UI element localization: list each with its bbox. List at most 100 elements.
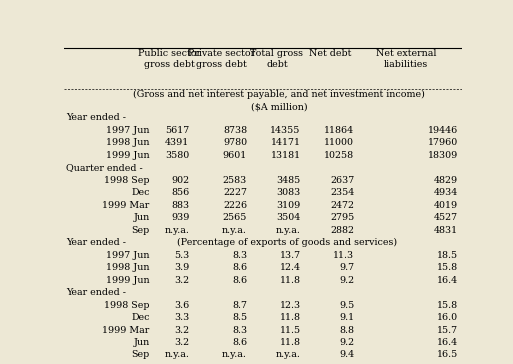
Text: 1998 Sep: 1998 Sep: [104, 176, 150, 185]
Text: 11.8: 11.8: [280, 276, 301, 285]
Text: 4831: 4831: [433, 226, 458, 235]
Text: n.y.a.: n.y.a.: [165, 351, 189, 359]
Text: 12.4: 12.4: [280, 263, 301, 272]
Text: 2472: 2472: [330, 201, 354, 210]
Text: 8.6: 8.6: [232, 276, 247, 285]
Text: n.y.a.: n.y.a.: [276, 226, 301, 235]
Text: 1998 Sep: 1998 Sep: [104, 301, 150, 309]
Text: Jun: Jun: [133, 338, 150, 347]
Text: 3580: 3580: [165, 151, 189, 160]
Text: ($A million): ($A million): [250, 102, 307, 111]
Text: 4391: 4391: [165, 138, 189, 147]
Text: 883: 883: [171, 201, 189, 210]
Text: 9.1: 9.1: [339, 313, 354, 322]
Text: 9601: 9601: [223, 151, 247, 160]
Text: 9.4: 9.4: [339, 351, 354, 359]
Text: (Gross and net interest payable, and net investment income): (Gross and net interest payable, and net…: [133, 90, 425, 99]
Text: 9.7: 9.7: [339, 263, 354, 272]
Text: Sep: Sep: [131, 226, 150, 235]
Text: 8.3: 8.3: [232, 325, 247, 335]
Text: n.y.a.: n.y.a.: [165, 226, 189, 235]
Text: 11.5: 11.5: [280, 325, 301, 335]
Text: 11.3: 11.3: [333, 251, 354, 260]
Text: Sep: Sep: [131, 351, 150, 359]
Text: 9.2: 9.2: [339, 276, 354, 285]
Text: 939: 939: [171, 213, 189, 222]
Text: 15.8: 15.8: [437, 263, 458, 272]
Text: 1999 Jun: 1999 Jun: [106, 151, 150, 160]
Text: 19446: 19446: [427, 126, 458, 135]
Text: 8.6: 8.6: [232, 263, 247, 272]
Text: 14355: 14355: [270, 126, 301, 135]
Text: 2354: 2354: [330, 188, 354, 197]
Text: Net debt: Net debt: [309, 49, 352, 58]
Text: Dec: Dec: [131, 313, 150, 322]
Text: 3.2: 3.2: [174, 325, 189, 335]
Text: 4019: 4019: [433, 201, 458, 210]
Text: 9780: 9780: [223, 138, 247, 147]
Text: 11000: 11000: [324, 138, 354, 147]
Text: 1999 Jun: 1999 Jun: [106, 276, 150, 285]
Text: 17960: 17960: [427, 138, 458, 147]
Text: 11.8: 11.8: [280, 313, 301, 322]
Text: 3.2: 3.2: [174, 276, 189, 285]
Text: 8738: 8738: [223, 126, 247, 135]
Text: 11.8: 11.8: [280, 338, 301, 347]
Text: 4527: 4527: [433, 213, 458, 222]
Text: 8.3: 8.3: [232, 251, 247, 260]
Text: 10258: 10258: [324, 151, 354, 160]
Text: 3504: 3504: [277, 213, 301, 222]
Text: 8.8: 8.8: [340, 325, 354, 335]
Text: Jun: Jun: [133, 213, 150, 222]
Text: 3.9: 3.9: [174, 263, 189, 272]
Text: 5617: 5617: [165, 126, 189, 135]
Text: 16.0: 16.0: [437, 313, 458, 322]
Text: 3485: 3485: [277, 176, 301, 185]
Text: 2795: 2795: [330, 213, 354, 222]
Text: 902: 902: [171, 176, 189, 185]
Text: 9.2: 9.2: [339, 338, 354, 347]
Text: 13181: 13181: [270, 151, 301, 160]
Text: Net external
liabilities: Net external liabilities: [376, 49, 436, 70]
Text: 12.3: 12.3: [280, 301, 301, 309]
Text: 15.7: 15.7: [437, 325, 458, 335]
Text: 1998 Jun: 1998 Jun: [106, 263, 150, 272]
Text: n.y.a.: n.y.a.: [276, 351, 301, 359]
Text: 18309: 18309: [427, 151, 458, 160]
Text: n.y.a.: n.y.a.: [222, 226, 247, 235]
Text: 2565: 2565: [223, 213, 247, 222]
Text: 2226: 2226: [223, 201, 247, 210]
Text: Year ended -: Year ended -: [66, 288, 126, 297]
Text: 3083: 3083: [277, 188, 301, 197]
Text: 8.5: 8.5: [232, 313, 247, 322]
Text: 1999 Mar: 1999 Mar: [103, 325, 150, 335]
Text: Public sector
gross debt: Public sector gross debt: [138, 49, 201, 70]
Text: 5.3: 5.3: [174, 251, 189, 260]
Text: 16.4: 16.4: [437, 338, 458, 347]
Text: 3.2: 3.2: [174, 338, 189, 347]
Text: 8.6: 8.6: [232, 338, 247, 347]
Text: 18.5: 18.5: [437, 251, 458, 260]
Text: 2583: 2583: [223, 176, 247, 185]
Text: 4829: 4829: [433, 176, 458, 185]
Text: Year ended -: Year ended -: [66, 114, 126, 122]
Text: Private sector
gross debt: Private sector gross debt: [188, 49, 255, 70]
Text: 1997 Jun: 1997 Jun: [106, 126, 150, 135]
Text: Total gross
debt: Total gross debt: [250, 49, 303, 70]
Text: 15.8: 15.8: [437, 301, 458, 309]
Text: Year ended -: Year ended -: [66, 238, 126, 247]
Text: (Percentage of exports of goods and services): (Percentage of exports of goods and serv…: [176, 238, 397, 247]
Text: 3109: 3109: [277, 201, 301, 210]
Text: 4934: 4934: [433, 188, 458, 197]
Text: 856: 856: [171, 188, 189, 197]
Text: Dec: Dec: [131, 188, 150, 197]
Text: 2882: 2882: [330, 226, 354, 235]
Text: 13.7: 13.7: [280, 251, 301, 260]
Text: 11864: 11864: [324, 126, 354, 135]
Text: 1997 Jun: 1997 Jun: [106, 251, 150, 260]
Text: 3.3: 3.3: [174, 313, 189, 322]
Text: n.y.a.: n.y.a.: [222, 351, 247, 359]
Text: 14171: 14171: [271, 138, 301, 147]
Text: Quarter ended -: Quarter ended -: [66, 163, 143, 173]
Text: 9.5: 9.5: [339, 301, 354, 309]
